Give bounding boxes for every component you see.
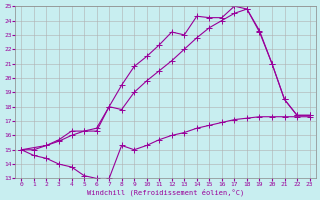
- X-axis label: Windchill (Refroidissement éolien,°C): Windchill (Refroidissement éolien,°C): [87, 188, 244, 196]
